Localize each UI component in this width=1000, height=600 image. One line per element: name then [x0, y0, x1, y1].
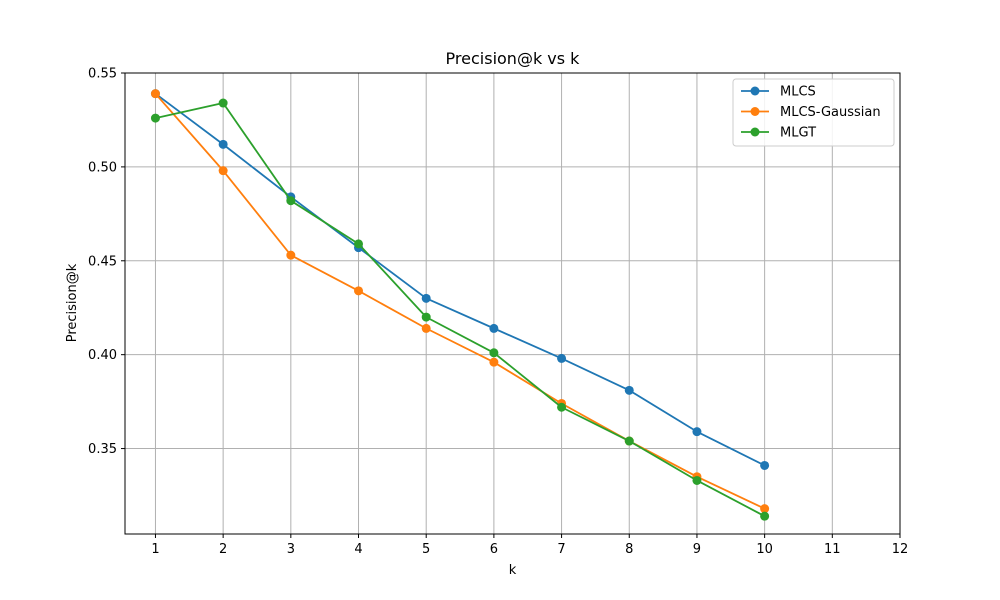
- chart-title: Precision@k vs k: [446, 49, 581, 68]
- legend-marker: [750, 86, 760, 96]
- data-point: [421, 323, 431, 333]
- y-tick-label: 0.35: [88, 442, 117, 457]
- data-point: [150, 113, 160, 123]
- legend-item: MLCS-Gaussian: [741, 105, 881, 120]
- series-line: [154, 93, 766, 510]
- legend: MLCS MLCS-Gaussian MLGT: [732, 78, 895, 147]
- legend-item: MLCS: [741, 85, 816, 100]
- x-tick-label: 1: [151, 542, 159, 557]
- legend-item: MLGT: [741, 126, 816, 141]
- data-point: [760, 460, 770, 470]
- data-point: [218, 139, 228, 149]
- x-tick-label: 10: [756, 542, 773, 557]
- series-layer: [150, 89, 770, 521]
- data-point: [760, 504, 770, 514]
- ticks: 1 2 3 4 5 6 7 8 9 10 11 120.350.400.450.500.55: [88, 67, 908, 558]
- x-tick-label: 8: [625, 542, 633, 557]
- x-tick-label: 6: [490, 542, 498, 557]
- y-tick-label: 0.55: [88, 67, 117, 82]
- x-tick-label: 2: [219, 542, 227, 557]
- data-point: [557, 402, 567, 412]
- legend-marker: [750, 107, 760, 116]
- series-mlcs: [150, 89, 770, 470]
- legend-label: MLCS: [780, 85, 816, 100]
- data-point: [489, 357, 499, 367]
- data-point: [692, 427, 702, 437]
- x-tick-label: 12: [892, 542, 909, 557]
- data-point: [760, 511, 770, 521]
- series-mlcs-gaussian: [150, 89, 770, 514]
- x-tick-label: 11: [824, 542, 841, 557]
- data-point: [421, 293, 431, 303]
- x-tick-label: 4: [354, 542, 362, 557]
- y-axis-label: Precision@k: [65, 263, 80, 342]
- x-axis-label: k: [509, 563, 517, 578]
- data-point: [218, 98, 228, 108]
- x-tick-label: 3: [287, 542, 295, 557]
- x-tick-label: 9: [693, 542, 701, 557]
- series-mlgt: [150, 98, 770, 521]
- data-point: [489, 348, 499, 358]
- legend-box: [732, 78, 895, 147]
- data-point: [286, 196, 296, 206]
- legend-label: MLCS-Gaussian: [780, 105, 881, 120]
- y-tick-label: 0.50: [88, 160, 117, 175]
- data-point: [692, 475, 702, 485]
- data-point: [354, 239, 364, 249]
- data-point: [421, 312, 431, 322]
- data-point: [218, 166, 228, 176]
- data-point: [150, 89, 160, 99]
- y-tick-label: 0.45: [88, 254, 117, 269]
- y-tick-label: 0.40: [88, 348, 117, 363]
- series-line: [154, 92, 766, 467]
- x-tick-label: 7: [557, 542, 565, 557]
- series-line: [155, 102, 766, 517]
- data-point: [354, 286, 364, 296]
- data-point: [624, 436, 634, 446]
- data-point: [624, 385, 634, 395]
- data-point: [286, 250, 296, 260]
- data-point: [557, 353, 567, 363]
- data-point: [489, 323, 499, 333]
- x-tick-label: 5: [422, 542, 430, 557]
- legend-marker: [750, 127, 760, 137]
- plot-frame: [124, 72, 901, 535]
- legend-label: MLGT: [780, 126, 816, 141]
